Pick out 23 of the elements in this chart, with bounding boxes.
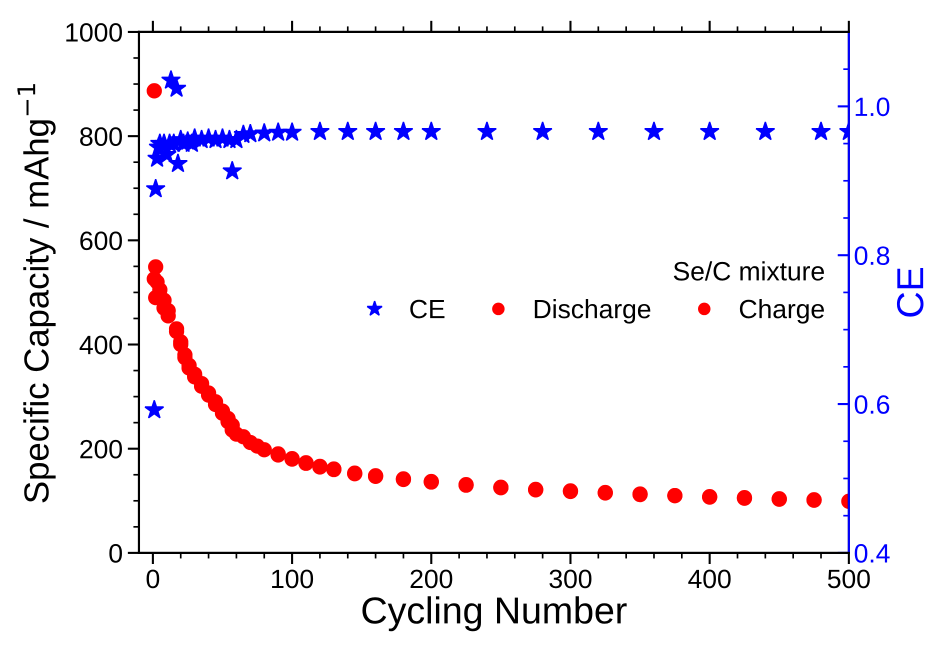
x-tick-label: 200 — [410, 570, 452, 588]
legend-label: Discharge — [534, 299, 650, 324]
x-tick-label: 300 — [549, 570, 592, 588]
y-tick-label: 200 — [80, 440, 122, 459]
x-tick-label: 0 — [146, 570, 160, 588]
legend-label: Charge — [740, 299, 824, 324]
y-tick-label: 400 — [80, 336, 122, 354]
y-axis-title: Specific Capacity / mAhg$^{−1}$ — [17, 84, 56, 502]
x-tick-label: 100 — [272, 570, 314, 588]
y-tick-label: 0 — [109, 544, 122, 563]
x-axis-title: Cycling Number — [362, 596, 627, 632]
y-tick-label: 600 — [80, 231, 122, 250]
legend-title: Se/C mixture — [674, 261, 824, 281]
y2-tick-label: 0.4 — [854, 544, 890, 563]
y2-tick-label: 0.8 — [854, 246, 890, 266]
y2-tick-label: 1.0 — [856, 98, 890, 116]
legend-label: CE — [410, 300, 444, 318]
y-tick-label: 1000 — [66, 23, 122, 42]
y2-tick-label: 0.6 — [854, 395, 890, 414]
y2-axis-title: CE — [896, 268, 924, 317]
x-tick-label: 400 — [688, 570, 731, 588]
y-tick-label: 800 — [80, 127, 122, 146]
x-tick-label: 500 — [828, 570, 870, 588]
